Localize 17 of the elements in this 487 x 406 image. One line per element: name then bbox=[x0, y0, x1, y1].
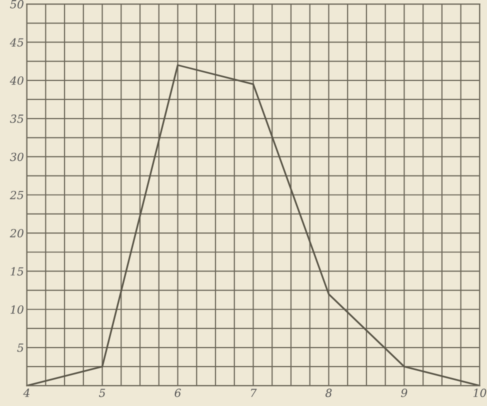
x-tick-label: 7 bbox=[251, 388, 257, 397]
y-tick-label: 40 bbox=[10, 76, 24, 85]
y-tick-label: 35 bbox=[10, 114, 24, 123]
y-tick-label: 30 bbox=[10, 152, 24, 162]
x-tick-label: 8 bbox=[326, 388, 332, 398]
x-tick-label: 9 bbox=[401, 388, 408, 398]
y-tick-label: 10 bbox=[10, 305, 24, 314]
y-tick-label: 5 bbox=[17, 344, 24, 352]
y-tick-label: 25 bbox=[10, 190, 24, 200]
x-tick-label: 4 bbox=[23, 388, 30, 397]
y-tick-label: 50 bbox=[10, 0, 24, 8]
x-tick-label: 6 bbox=[174, 388, 181, 398]
x-tick-label: 10 bbox=[473, 388, 486, 398]
y-tick-label: 45 bbox=[10, 38, 24, 47]
x-tick-label: 5 bbox=[98, 388, 106, 398]
y-tick-label: 15 bbox=[10, 267, 24, 276]
y-tick-label: 20 bbox=[10, 229, 24, 238]
